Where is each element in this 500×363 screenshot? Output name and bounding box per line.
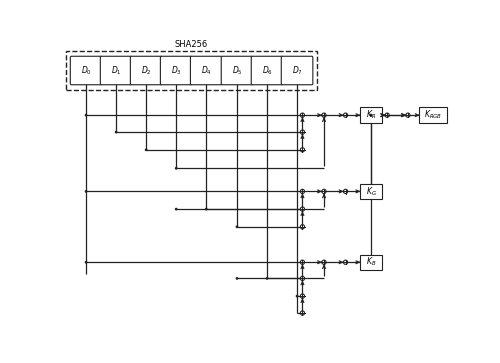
Circle shape xyxy=(300,148,304,152)
Circle shape xyxy=(236,278,238,279)
Text: $K_G$: $K_G$ xyxy=(366,185,376,197)
Text: $D_{4}$: $D_{4}$ xyxy=(200,64,211,77)
Text: $D_{5}$: $D_{5}$ xyxy=(232,64,242,77)
Circle shape xyxy=(300,260,304,264)
Bar xyxy=(66,51,317,90)
Circle shape xyxy=(370,114,372,116)
Circle shape xyxy=(236,226,238,228)
FancyBboxPatch shape xyxy=(100,56,132,85)
Circle shape xyxy=(322,260,326,264)
Text: $D_{2}$: $D_{2}$ xyxy=(141,64,152,77)
Circle shape xyxy=(344,113,347,117)
Circle shape xyxy=(406,113,410,117)
Circle shape xyxy=(86,114,87,116)
FancyBboxPatch shape xyxy=(360,107,382,123)
FancyBboxPatch shape xyxy=(282,56,313,85)
Circle shape xyxy=(370,114,372,116)
Circle shape xyxy=(322,189,326,193)
Text: $K_{RGB}$: $K_{RGB}$ xyxy=(424,109,442,121)
Circle shape xyxy=(266,278,268,279)
Text: $D_{0}$: $D_{0}$ xyxy=(80,64,92,77)
Circle shape xyxy=(300,207,304,211)
Circle shape xyxy=(300,130,304,134)
Circle shape xyxy=(300,294,304,298)
Text: $K_B$: $K_B$ xyxy=(366,256,376,269)
Circle shape xyxy=(344,189,347,193)
Circle shape xyxy=(300,113,304,117)
FancyBboxPatch shape xyxy=(130,56,162,85)
Circle shape xyxy=(296,295,298,297)
Circle shape xyxy=(86,191,87,192)
Circle shape xyxy=(300,311,304,315)
FancyBboxPatch shape xyxy=(160,56,192,85)
Circle shape xyxy=(300,189,304,193)
Circle shape xyxy=(322,113,326,117)
Circle shape xyxy=(385,113,390,117)
Text: $K_R$: $K_R$ xyxy=(366,109,376,121)
Circle shape xyxy=(146,149,147,151)
Text: SHA256: SHA256 xyxy=(175,40,208,49)
Circle shape xyxy=(206,208,207,210)
Circle shape xyxy=(86,262,87,263)
Text: $D_{6}$: $D_{6}$ xyxy=(262,64,272,77)
Circle shape xyxy=(176,208,177,210)
FancyBboxPatch shape xyxy=(221,56,253,85)
Circle shape xyxy=(300,276,304,281)
Circle shape xyxy=(116,131,117,133)
FancyBboxPatch shape xyxy=(70,56,102,85)
Circle shape xyxy=(300,225,304,229)
FancyBboxPatch shape xyxy=(360,254,382,270)
FancyBboxPatch shape xyxy=(360,184,382,199)
Text: $D_{3}$: $D_{3}$ xyxy=(170,64,181,77)
Circle shape xyxy=(176,168,177,169)
FancyBboxPatch shape xyxy=(251,56,283,85)
FancyBboxPatch shape xyxy=(420,107,447,123)
Text: $D_{1}$: $D_{1}$ xyxy=(110,64,122,77)
Text: $D_{7}$: $D_{7}$ xyxy=(292,64,302,77)
FancyBboxPatch shape xyxy=(190,56,222,85)
Circle shape xyxy=(344,260,347,264)
